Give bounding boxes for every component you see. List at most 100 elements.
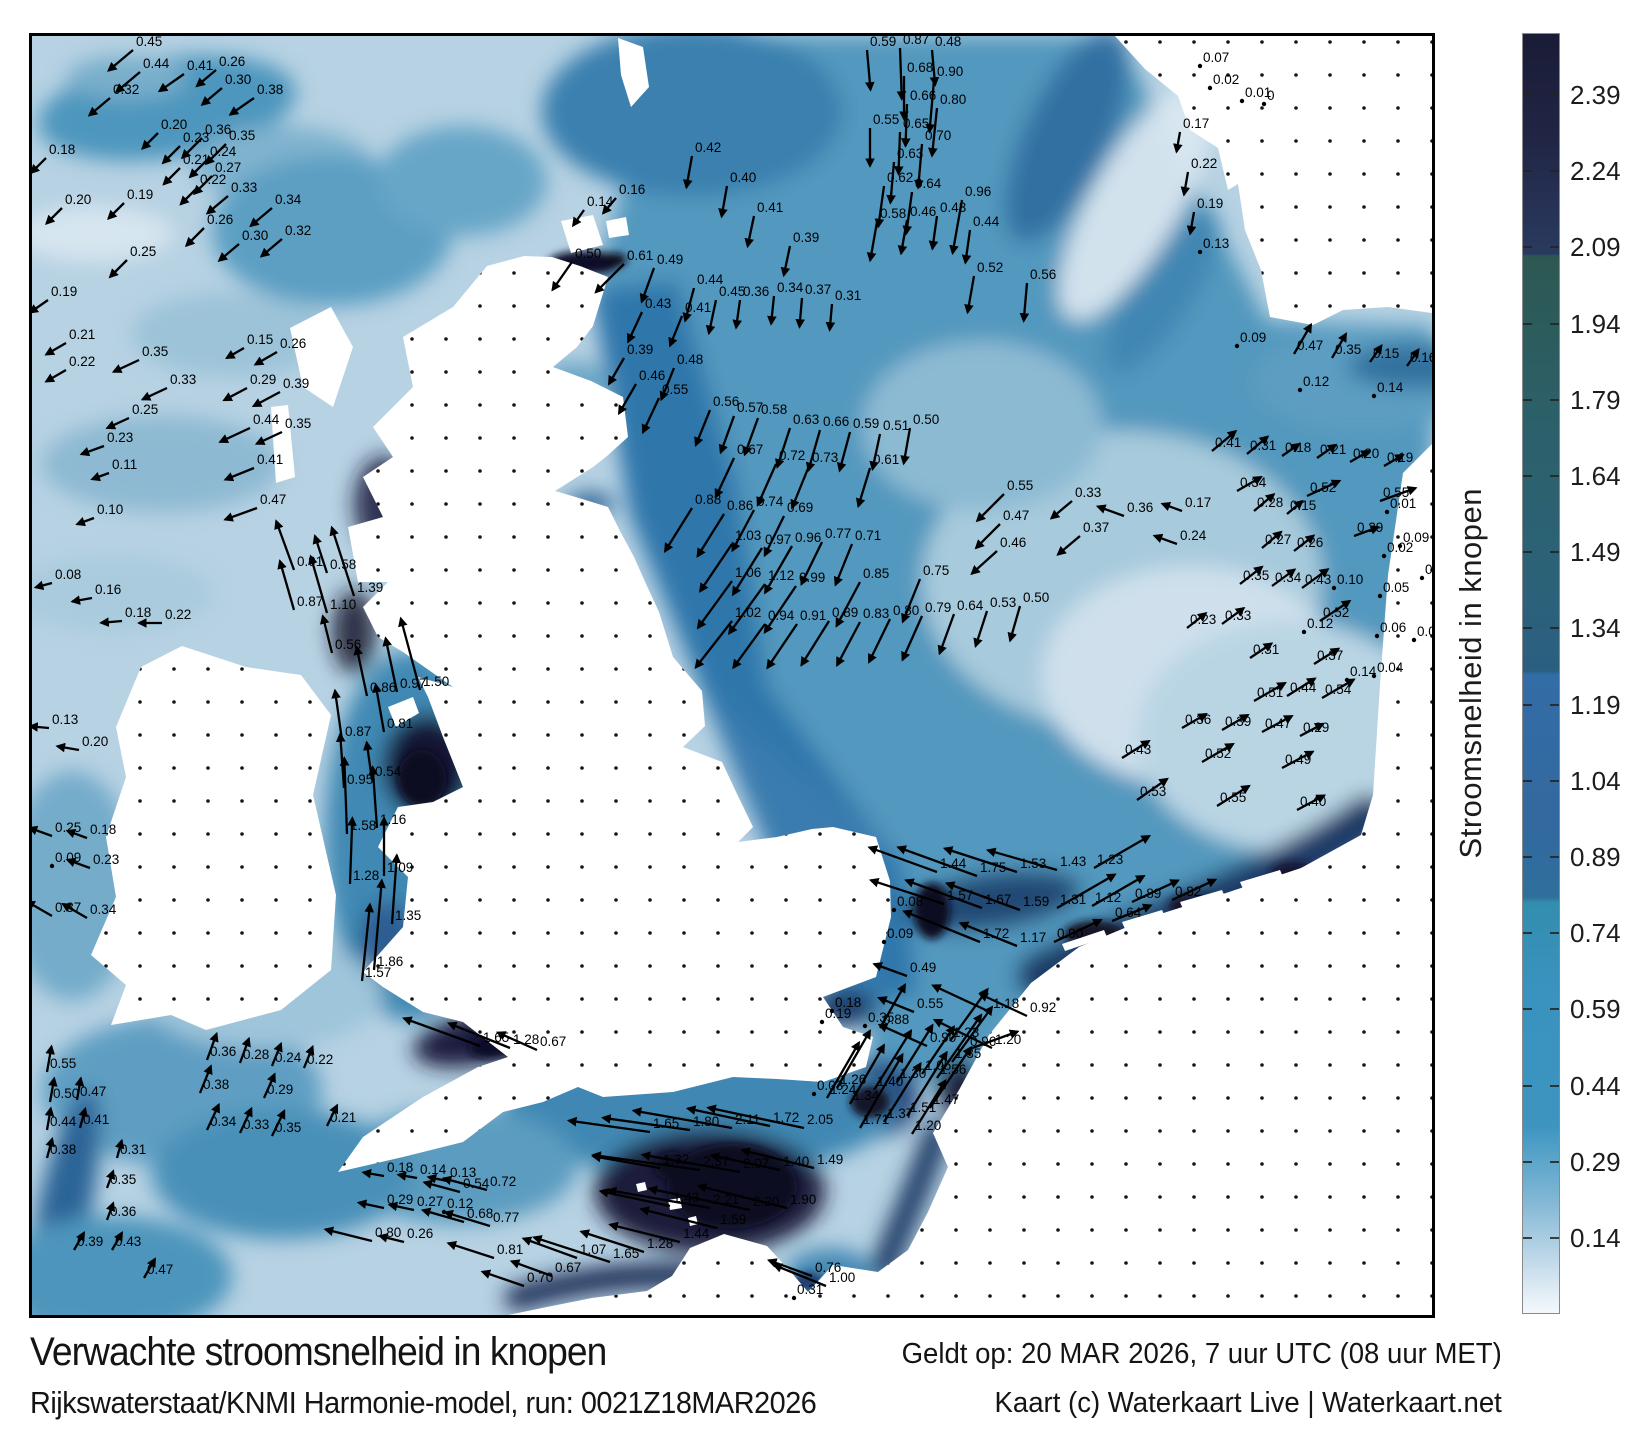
current-value-label: 1.28: [353, 868, 379, 883]
current-value-label: 0.55: [1220, 790, 1246, 805]
current-arrow: [1246, 435, 1270, 455]
colorbar-tick-mark: [1523, 1008, 1532, 1011]
current-value-label: 1.59: [1023, 894, 1049, 909]
current-value-label: 0.24: [1180, 528, 1207, 543]
current-value-label: 1.28: [647, 1236, 673, 1251]
current-value-label: 0.17: [1185, 495, 1211, 510]
current-arrow: [347, 816, 357, 885]
current-arrow: [259, 238, 283, 258]
current-value-label: 0.80: [940, 92, 966, 107]
colorbar-tick-mark: [1550, 779, 1559, 782]
current-arrow: [105, 1169, 116, 1189]
current-value-label: 0.65: [903, 116, 929, 131]
current-arrow: [1261, 530, 1283, 549]
current-value-label: 0.27: [215, 160, 241, 175]
current-arrow: [44, 369, 67, 383]
current-arrow: [647, 1185, 751, 1212]
current-value-label: 0.75: [923, 563, 949, 578]
current-value-label: 1.06: [735, 565, 761, 580]
current-value-label: 0.41: [187, 58, 213, 73]
current-arrow: [1253, 493, 1276, 512]
current-value-label: 1.65: [613, 1246, 639, 1261]
current-value-label: 1.39: [357, 580, 383, 595]
colorbar-tick-mark: [1550, 856, 1559, 858]
current-value-label: 0.36: [210, 1044, 236, 1059]
current-value-label: 0.41: [83, 1112, 109, 1127]
current-arrow: [696, 1183, 788, 1210]
current-arrow: [55, 742, 80, 753]
current-arrow: [377, 1233, 405, 1244]
current-value-label: 0.96: [795, 530, 821, 545]
grid-point-dot: [791, 1295, 797, 1301]
colorbar-tick-mark: [1523, 475, 1532, 477]
current-value-label: 0.32: [285, 223, 311, 238]
current-value-label: 2.05: [807, 1112, 833, 1127]
current-arrow: [1319, 599, 1352, 622]
current-value-label: 0.24: [210, 144, 237, 159]
current-arrow: [951, 1005, 994, 1063]
current-value-label: 0.16: [619, 182, 645, 197]
current-value-label: 0.23: [1190, 612, 1216, 627]
current-value-label: 0.14: [1350, 664, 1377, 679]
current-value-label: 0.31: [797, 1282, 823, 1297]
current-arrow: [1056, 873, 1117, 909]
current-value-label: 0.54: [463, 1176, 490, 1191]
current-value-label: 0.50: [1023, 590, 1049, 605]
current-arrow: [217, 243, 240, 262]
current-value-label: 0.16: [95, 582, 121, 597]
current-value-label: 0.07: [1203, 50, 1229, 65]
current-value-label: 0.94: [768, 608, 795, 623]
grid-point-dot: [819, 1019, 825, 1025]
current-arrow: [218, 426, 251, 444]
current-value-label: 0.49: [1285, 752, 1311, 767]
current-arrow: [329, 525, 356, 597]
current-value-label: 0.50: [575, 246, 601, 261]
current-arrow: [659, 367, 676, 402]
current-arrow: [44, 1106, 55, 1131]
current-value-label: 0.86: [370, 680, 396, 695]
current-arrow: [1152, 533, 1178, 546]
current-value-label: 0.67: [737, 442, 763, 457]
colorbar-tick-label: 2.39: [1570, 80, 1621, 110]
current-arrow: [868, 877, 945, 906]
colorbar-axis-label: Stroomsnelheid in knopen: [1453, 488, 1488, 859]
colorbar-tick-mark: [1523, 1084, 1532, 1087]
current-value-label: 0.47: [147, 1262, 173, 1277]
current-arrow: [872, 962, 908, 978]
current-value-label: 0.34: [90, 902, 117, 917]
current-value-label: 0.22: [200, 172, 226, 187]
current-arrow: [579, 1229, 645, 1254]
current-arrow: [1406, 348, 1420, 367]
current-arrow: [571, 209, 585, 228]
current-value-label: 0.67: [555, 1260, 581, 1275]
current-arrow: [270, 1041, 283, 1067]
current-value-label: 0.73: [812, 450, 838, 465]
current-value-label: 0.97: [400, 676, 426, 691]
current-value-label: 0.45: [719, 284, 745, 299]
current-value-label: 0.33: [231, 180, 257, 195]
sea-shading: [32, 36, 1432, 1315]
current-value-label: 0.29: [1357, 520, 1383, 535]
colorbar-tick-mark: [1550, 475, 1559, 477]
current-value-label: 0.44: [50, 1114, 77, 1129]
current-arrow: [302, 1044, 315, 1069]
colorbar-tick-label: 0.14: [1570, 1223, 1621, 1253]
current-arrow: [866, 221, 879, 263]
current-value-label: 0.34: [1240, 475, 1267, 490]
colorbar-tick-mark: [1523, 322, 1532, 325]
current-value-label: 0.17: [1183, 116, 1209, 131]
current-arrow: [45, 1136, 55, 1159]
current-value-label: 0.04: [1377, 660, 1404, 675]
current-value-label: 0.09: [887, 926, 913, 941]
current-value-label: 0.28: [243, 1047, 269, 1062]
current-arrow: [1201, 743, 1235, 763]
current-arrow: [1383, 454, 1405, 467]
current-value-label: 0.72: [490, 1174, 516, 1189]
colorbar: 2.39 2.24 2.09 1.94 1.79 1.64 1.49 1.34 1.19 1.04…: [1522, 33, 1647, 1314]
colorbar-tick-label: 1.64: [1570, 461, 1621, 491]
current-value-label: 1.31: [1060, 892, 1086, 907]
current-arrow: [107, 202, 125, 220]
current-value-label: 1.72: [773, 1110, 799, 1125]
grid-point-dot: [1197, 249, 1203, 255]
current-value-label: 1.37: [887, 1106, 913, 1121]
